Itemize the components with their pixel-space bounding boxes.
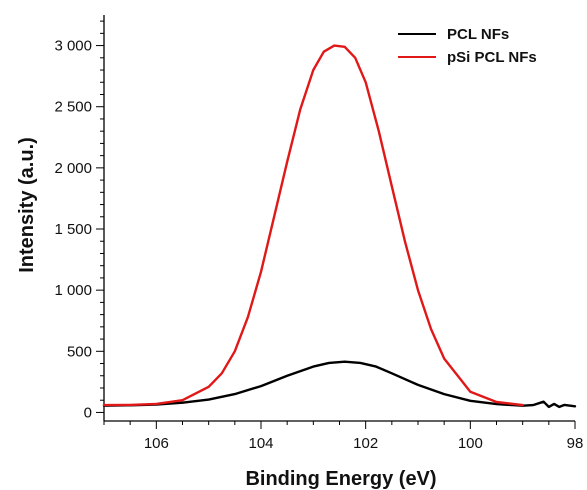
y-tick-label: 2 000 xyxy=(54,160,92,177)
x-axis-ticks: 106 104 102 100 98 xyxy=(103,421,584,452)
x-tick-label: 98 xyxy=(567,435,584,452)
series-line-pcl-nfs xyxy=(102,360,577,409)
legend-label-psi-pcl-nfs: pSi PCL NFs xyxy=(447,49,537,66)
y-tick-label: 500 xyxy=(67,343,92,360)
x-tick-label: 106 xyxy=(144,435,169,452)
y-tick-label: 1 500 xyxy=(54,221,92,238)
legend: PCL NFs pSi PCL NFs xyxy=(398,26,537,66)
plot-area xyxy=(103,15,575,422)
x-tick-label: 102 xyxy=(353,435,378,452)
y-axis-ticks: 0 500 1 000 1 500 2 000 2 500 3 000 xyxy=(54,20,104,421)
y-tick-label: 3 000 xyxy=(54,38,92,55)
y-tick-label: 1 000 xyxy=(54,282,92,299)
series-line-psi-pcl-nfs xyxy=(102,44,524,407)
legend-label-pcl-nfs: PCL NFs xyxy=(447,26,509,43)
y-tick-label: 2 500 xyxy=(54,99,92,116)
y-tick-label: 0 xyxy=(84,404,92,421)
x-tick-label: 104 xyxy=(248,435,273,452)
series-layer xyxy=(102,44,577,409)
y-axis-title: Intensity (a.u.) xyxy=(16,137,38,273)
x-tick-label: 100 xyxy=(458,435,483,452)
x-axis-title: Binding Energy (eV) xyxy=(245,468,436,490)
